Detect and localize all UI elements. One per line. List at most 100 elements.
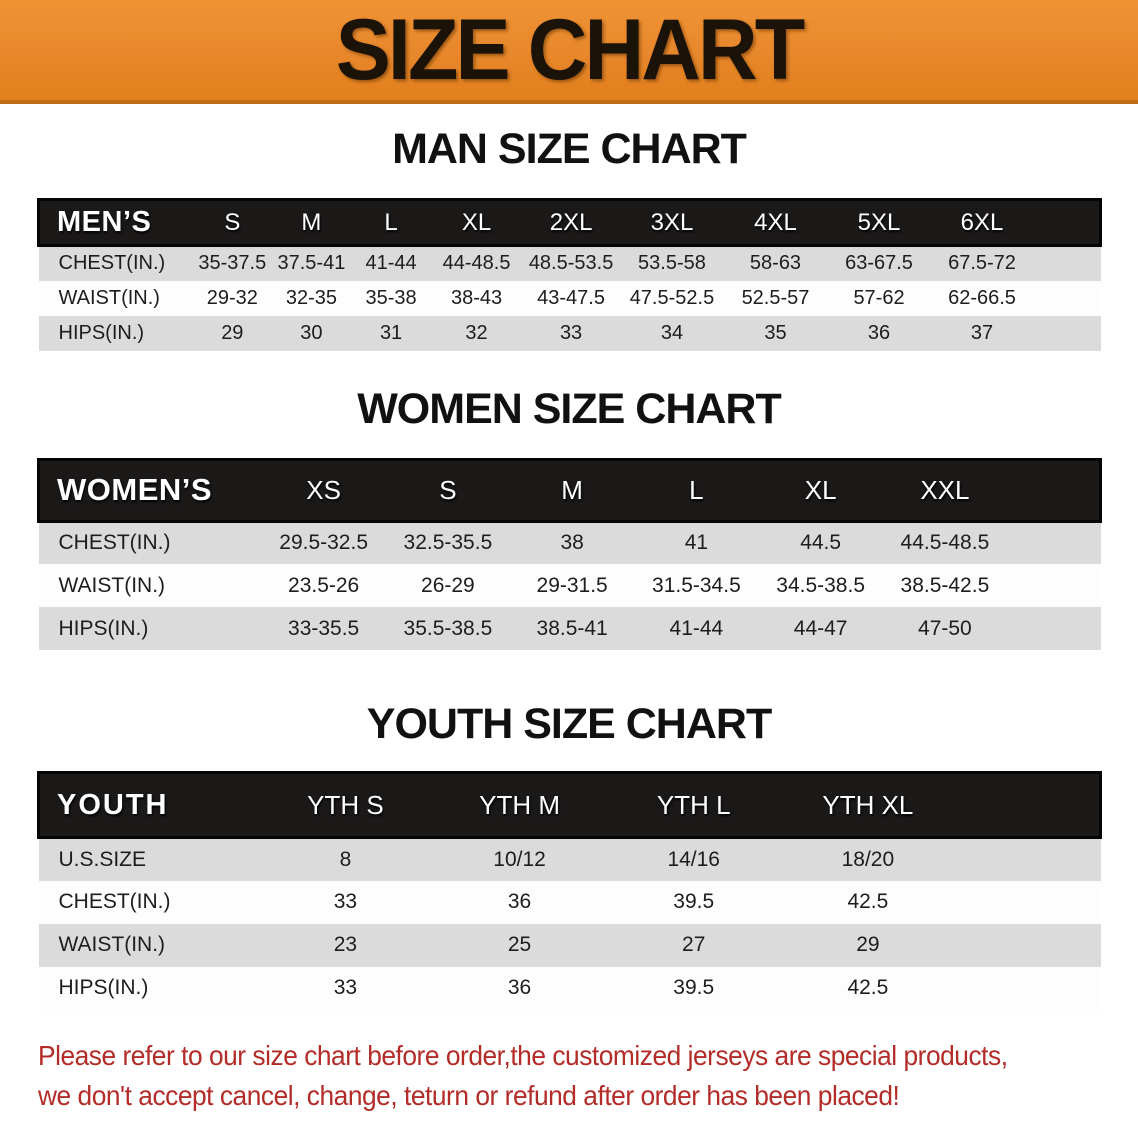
- youth-size-section: YOUTH SIZE CHART YOUTH YTH S YTH M YTH L YTH…: [0, 702, 1138, 1010]
- youth-measurement-cell: 42.5: [780, 966, 955, 1010]
- women-measurement-cell: 29-31.5: [510, 564, 635, 607]
- youth-measurement-cell: 33: [258, 966, 433, 1010]
- youth-measurement-cell: 23: [258, 923, 433, 967]
- men-measurement-cell: 36: [827, 315, 931, 351]
- row-spacer: [1033, 315, 1101, 351]
- youth-table-row: WAIST(IN.) 23 25 27 29: [38, 923, 1101, 967]
- women-measurement-cell: 41-44: [634, 607, 759, 650]
- men-measurement-cell: 37: [930, 315, 1034, 351]
- women-measurement-cell: 32.5-35.5: [385, 521, 511, 564]
- women-measurement-cell: 29.5-32.5: [261, 521, 386, 564]
- women-row-label: WAIST(IN.): [38, 564, 262, 607]
- youth-measurement-cell: 42.5: [780, 880, 955, 924]
- youth-size-column-header: YTH L: [606, 771, 781, 839]
- women-table-row: WAIST(IN.) 23.5-26 26-29 29-31.5 31.5-34.5 34…: [38, 564, 1101, 607]
- men-measurement-cell: 38-43: [431, 280, 522, 316]
- men-size-column-header: 2XL: [521, 198, 621, 247]
- women-group-label: WOMEN’S: [36, 457, 262, 523]
- youth-measurement-cell: 14/16: [606, 837, 781, 881]
- women-size-column-header: M: [510, 457, 635, 523]
- women-table-row: HIPS(IN.) 33-35.5 35.5-38.5 38.5-41 41-44 44-…: [38, 607, 1101, 650]
- youth-table-row: CHEST(IN.) 33 36 39.5 42.5: [38, 880, 1101, 924]
- header-spacer: [954, 771, 1102, 839]
- men-measurement-cell: 41-44: [350, 245, 432, 281]
- women-measurement-cell: 44.5-48.5: [882, 521, 1008, 564]
- women-measurement-cell: 41: [634, 521, 759, 564]
- women-measurement-cell: 23.5-26: [261, 564, 386, 607]
- men-measurement-cell: 52.5-57: [723, 280, 828, 316]
- youth-measurement-cell: 29: [780, 923, 955, 967]
- women-measurement-cell: 26-29: [385, 564, 511, 607]
- women-table-row: CHEST(IN.) 29.5-32.5 32.5-35.5 38 41 44.5 44.5…: [38, 521, 1101, 564]
- header-spacer: [1033, 198, 1102, 247]
- men-group-label: MEN’S: [37, 198, 193, 247]
- disclaimer-line-2: we don't accept cancel, change, teturn o…: [38, 1079, 900, 1111]
- women-measurement-cell: 34.5-38.5: [758, 564, 883, 607]
- youth-size-column-header: YTH M: [432, 771, 607, 839]
- row-spacer: [954, 880, 1101, 924]
- women-size-section: WOMEN SIZE CHART WOMEN’S XS S M L XL XXL CHEST(…: [0, 387, 1138, 650]
- youth-measurement-cell: 36: [432, 966, 607, 1010]
- men-measurement-cell: 35-37.5: [192, 245, 273, 281]
- men-size-column-header: 6XL: [930, 198, 1034, 247]
- row-spacer: [1033, 245, 1101, 281]
- men-size-section: MAN SIZE CHART MEN’S S M L XL 2XL 3XL 4XL 5XL 6XL…: [0, 127, 1138, 351]
- men-size-column-header: XL: [431, 198, 522, 247]
- youth-section-heading: YOUTH SIZE CHART: [366, 700, 772, 748]
- men-table-row: WAIST(IN.) 29-32 32-35 35-38 38-43 43-47.5 47.…: [38, 280, 1101, 316]
- row-spacer: [1007, 564, 1101, 607]
- men-measurement-cell: 67.5-72: [930, 245, 1034, 281]
- row-spacer: [954, 837, 1101, 881]
- men-row-label: WAIST(IN.): [38, 280, 193, 316]
- men-size-column-header: L: [350, 198, 432, 247]
- youth-measurement-cell: 39.5: [606, 966, 781, 1010]
- men-row-label: HIPS(IN.): [38, 315, 193, 351]
- men-size-column-header: 4XL: [723, 198, 828, 247]
- youth-row-label: U.S.SIZE: [38, 837, 259, 881]
- women-row-label: HIPS(IN.): [38, 607, 262, 650]
- youth-measurement-cell: 27: [606, 923, 781, 967]
- men-measurement-cell: 32: [431, 315, 522, 351]
- men-measurement-cell: 53.5-58: [620, 245, 724, 281]
- men-section-heading: MAN SIZE CHART: [392, 125, 747, 173]
- men-measurement-cell: 35-38: [350, 280, 432, 316]
- women-measurement-cell: 47-50: [882, 607, 1008, 650]
- youth-measurement-cell: 8: [258, 837, 433, 881]
- men-measurement-cell: 48.5-53.5: [521, 245, 621, 281]
- men-measurement-cell: 34: [620, 315, 724, 351]
- men-table-row: HIPS(IN.) 29 30 31 32 33 34 35 36 37: [38, 315, 1101, 351]
- youth-measurement-cell: 10/12: [432, 837, 607, 881]
- youth-measurement-cell: 33: [258, 880, 433, 924]
- youth-row-label: HIPS(IN.): [38, 966, 259, 1010]
- size-chart-banner: SIZE CHART: [0, 0, 1138, 104]
- men-measurement-cell: 37.5-41: [272, 245, 351, 281]
- men-measurement-cell: 33: [521, 315, 621, 351]
- men-header-row: MEN’S S M L XL 2XL 3XL 4XL 5XL 6XL: [37, 198, 1102, 247]
- women-size-column-header: XS: [261, 457, 386, 523]
- row-spacer: [954, 923, 1101, 967]
- disclaimer-line-1: Please refer to our size chart before or…: [38, 1039, 1008, 1071]
- youth-measurement-cell: 18/20: [780, 837, 955, 881]
- youth-measurement-cell: 36: [432, 880, 607, 924]
- men-measurement-cell: 43-47.5: [521, 280, 621, 316]
- women-measurement-cell: 44.5: [758, 521, 883, 564]
- men-table-row: CHEST(IN.) 35-37.5 37.5-41 41-44 44-48.5 48.5…: [38, 245, 1101, 281]
- header-spacer: [1007, 457, 1103, 523]
- men-measurement-cell: 47.5-52.5: [620, 280, 724, 316]
- men-measurement-cell: 35: [723, 315, 828, 351]
- row-spacer: [1007, 607, 1101, 650]
- men-row-label: CHEST(IN.): [38, 245, 193, 281]
- disclaimer: Please refer to our size chart before or…: [38, 1036, 1072, 1116]
- men-size-table: MEN’S S M L XL 2XL 3XL 4XL 5XL 6XL CHEST(IN.) 35-37…: [37, 198, 1102, 351]
- women-size-column-header: S: [385, 457, 511, 523]
- men-measurement-cell: 58-63: [723, 245, 828, 281]
- women-measurement-cell: 38.5-42.5: [882, 564, 1008, 607]
- row-spacer: [1033, 280, 1101, 316]
- women-measurement-cell: 38: [510, 521, 635, 564]
- youth-measurement-cell: 39.5: [606, 880, 781, 924]
- men-size-column-header: 3XL: [620, 198, 724, 247]
- women-measurement-cell: 44-47: [758, 607, 883, 650]
- women-measurement-cell: 35.5-38.5: [385, 607, 511, 650]
- youth-row-label: CHEST(IN.): [38, 880, 259, 924]
- men-measurement-cell: 62-66.5: [930, 280, 1034, 316]
